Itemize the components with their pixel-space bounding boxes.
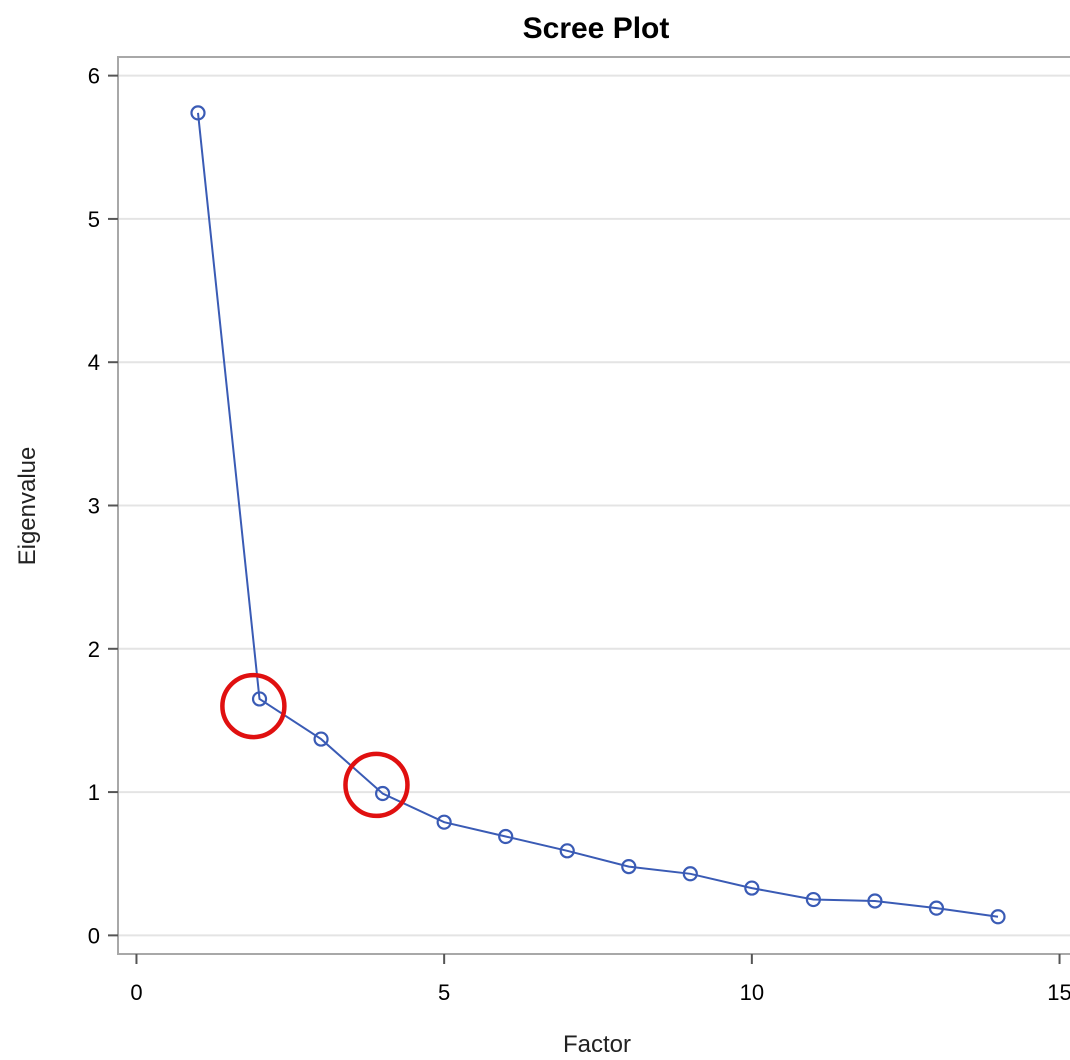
data-point (682, 866, 698, 882)
series-line (197, 112, 999, 918)
annotations-group (220, 672, 410, 819)
y-tick-label: 1 (88, 780, 100, 805)
x-tick-label: 5 (438, 980, 450, 1005)
data-point (313, 731, 329, 747)
x-tick-label: 10 (740, 980, 764, 1005)
data-point (867, 893, 883, 909)
data-point (621, 858, 637, 875)
data-point (744, 880, 760, 896)
y-tick-label: 2 (88, 637, 100, 662)
x-tick-label: 15 (1047, 980, 1070, 1005)
data-point (436, 814, 452, 830)
x-axis-label: Factor (563, 1031, 631, 1058)
data-point (805, 891, 821, 908)
y-tick-label: 6 (88, 64, 100, 89)
highlight-circle (343, 751, 410, 819)
x-tick-label: 0 (130, 980, 142, 1005)
grid-lines (118, 74, 1070, 937)
x-axis-ticks: 0 5 10 15 (130, 954, 1070, 1005)
series-group (190, 105, 1006, 925)
y-tick-label: 3 (88, 494, 100, 519)
data-point (498, 828, 514, 845)
data-point (559, 843, 575, 859)
y-tick-label: 0 (88, 923, 100, 948)
data-point (190, 105, 206, 121)
highlight-circle (220, 672, 287, 740)
data-point (375, 785, 391, 802)
y-tick-label: 5 (88, 207, 100, 232)
data-point (990, 909, 1006, 925)
y-axis-ticks: 0 1 2 3 4 5 6 (88, 64, 118, 948)
y-axis-label: Eigenvalue (14, 447, 41, 566)
y-tick-label: 4 (88, 350, 100, 375)
data-point (251, 691, 268, 707)
chart-title: Scree Plot (523, 12, 670, 45)
data-point (928, 900, 945, 916)
